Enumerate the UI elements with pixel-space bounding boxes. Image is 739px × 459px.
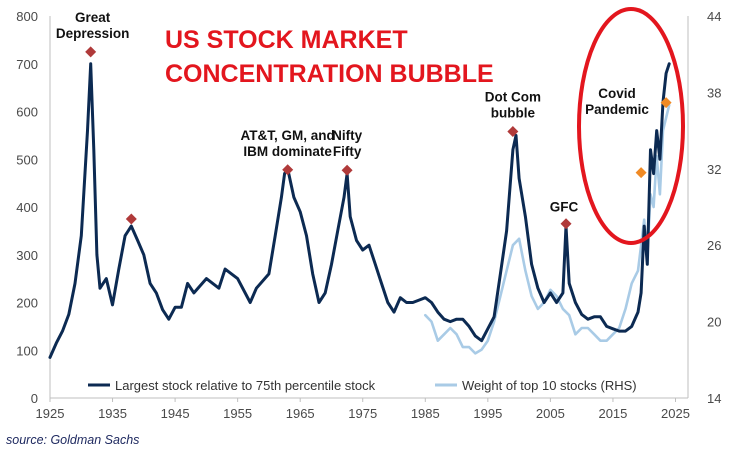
series-line-largest-stock-ratio (48, 62, 671, 359)
axes-layer (49, 16, 689, 399)
event-label-3-line-1: AT&T, GM, and (241, 128, 335, 143)
event-label-5-line-1: Dot Com (485, 90, 541, 105)
chart-title-line-2: CONCENTRATION BUBBLE (165, 60, 494, 88)
highlight-ellipse (577, 7, 685, 245)
event-label-5-line-2: bubble (491, 106, 536, 121)
event-marker-1 (85, 46, 97, 58)
event-marker-4 (341, 164, 353, 176)
covid-marker-1 (635, 167, 647, 179)
right-tick-label-32: 32 (707, 162, 721, 177)
x-tick-label-1995: 1995 (473, 406, 502, 421)
left-tick-label-600: 600 (16, 105, 38, 120)
left-axis-ticks: 0 100 200 300 400 500 600 700 800 (16, 9, 38, 406)
chart-title-line-1: US STOCK MARKET (165, 26, 408, 54)
x-tick-label-2015: 2015 (598, 406, 627, 421)
event-label-3-line-2: IBM dominate (243, 144, 332, 159)
event-label-6-line-1: GFC (550, 200, 579, 215)
event-label-1-line-2: Depression (56, 26, 130, 41)
right-tick-label-26: 26 (707, 238, 721, 253)
left-tick-label-100: 100 (16, 343, 38, 358)
covid-label-line-1: Covid (598, 86, 636, 101)
x-axis-ticks: 1925 1935 1945 1955 1965 1975 1985 1995 2005 2015… (36, 398, 690, 421)
right-tick-label-20: 20 (707, 315, 721, 330)
right-tick-label-38: 38 (707, 85, 721, 100)
x-tick-label-1925: 1925 (36, 406, 65, 421)
event-label-4-line-2: Fifty (333, 144, 362, 159)
x-tick-label-1965: 1965 (286, 406, 315, 421)
x-tick-label-1935: 1935 (98, 406, 127, 421)
series-layer (48, 62, 671, 359)
right-tick-label-44: 44 (707, 9, 721, 24)
legend-label-largest-stock: Largest stock relative to 75th percentil… (115, 378, 376, 393)
x-tick-label-2025: 2025 (661, 406, 690, 421)
source-note: source: Goldman Sachs (6, 433, 139, 447)
legend: Largest stock relative to 75th percentil… (88, 378, 637, 393)
left-tick-label-800: 800 (16, 9, 38, 24)
left-tick-label-300: 300 (16, 248, 38, 263)
series-line-top10-weight (424, 103, 671, 355)
x-tick-label-1955: 1955 (223, 406, 252, 421)
event-marker-5 (507, 126, 519, 138)
left-tick-label-200: 200 (16, 296, 38, 311)
left-tick-label-0: 0 (31, 391, 38, 406)
left-tick-label-700: 700 (16, 57, 38, 72)
x-tick-label-1975: 1975 (348, 406, 377, 421)
event-label-4-line-1: Nifty (332, 128, 362, 143)
x-tick-label-1985: 1985 (411, 406, 440, 421)
legend-label-top10-weight: Weight of top 10 stocks (RHS) (462, 378, 637, 393)
event-label-1-line-1: Great (75, 10, 111, 25)
right-axis-ticks: 14 20 26 32 38 44 (707, 9, 721, 406)
covid-label-line-2: Pandemic (585, 102, 649, 117)
right-tick-label-14: 14 (707, 391, 721, 406)
chart-title: US STOCK MARKET CONCENTRATION BUBBLE (165, 26, 494, 88)
event-marker-2 (125, 213, 137, 225)
event-marker-3 (282, 164, 294, 176)
event-markers (85, 46, 672, 230)
x-tick-label-1945: 1945 (161, 406, 190, 421)
x-tick-label-2005: 2005 (536, 406, 565, 421)
covid-marker-2 (660, 97, 672, 109)
event-marker-6 (560, 218, 572, 230)
left-tick-label-400: 400 (16, 200, 38, 215)
left-tick-label-500: 500 (16, 152, 38, 167)
